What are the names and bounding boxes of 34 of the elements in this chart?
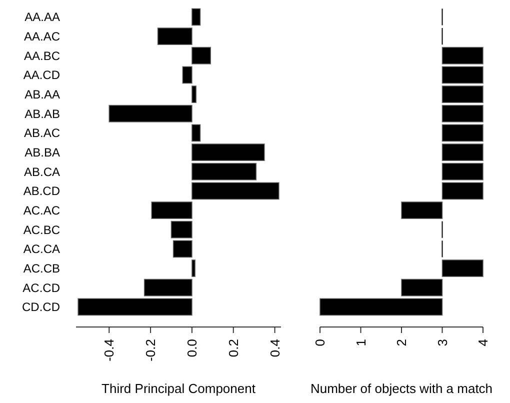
y-tick-label: AC.CD — [22, 280, 60, 295]
y-tick-label: AC.AC — [23, 203, 60, 218]
y-tick-label: AA.CD — [23, 68, 60, 82]
x-tick-label: 3 — [434, 339, 450, 346]
y-tick-label: AA.AC — [24, 29, 60, 44]
bar — [192, 8, 201, 26]
y-tick-label: AB.CD — [23, 184, 60, 198]
x-tick-label: 0.4 — [267, 339, 282, 358]
y-tick-label: AA.BC — [24, 48, 60, 63]
x-axis-title: Number of objects with a match — [310, 381, 493, 396]
y-tick-label: AB.AB — [24, 106, 60, 121]
y-tick-label: AC.CB — [23, 261, 60, 276]
y-tick-label: CD.CD — [22, 300, 60, 314]
y-tick-label: AC.CA — [23, 242, 60, 256]
bar — [192, 86, 196, 103]
x-tick-label: 0.0 — [184, 339, 200, 358]
x-tick-label: 4 — [476, 339, 491, 346]
x-tick-label: 0 — [312, 339, 328, 346]
bar — [192, 144, 265, 161]
y-tick-label: AB.AC — [24, 126, 60, 140]
x-axis-title: Third Principal Component — [102, 381, 256, 396]
x-tick-label: 2 — [394, 339, 410, 346]
y-tick-label: AC.BC — [23, 222, 60, 237]
x-tick-label: -0.4 — [102, 339, 117, 362]
bar — [192, 260, 196, 277]
bar — [151, 202, 192, 219]
bar — [157, 28, 192, 46]
y-tick-label: AB.AA — [24, 87, 60, 102]
y-tick-label: AA.AA — [24, 10, 60, 24]
y-tick-label: AB.CA — [24, 164, 60, 179]
x-tick-label: 0.2 — [226, 339, 241, 358]
x-tick-label: 1 — [353, 339, 368, 346]
y-tick-label: AB.BA — [24, 145, 60, 160]
x-tick-label: -0.2 — [143, 339, 158, 362]
